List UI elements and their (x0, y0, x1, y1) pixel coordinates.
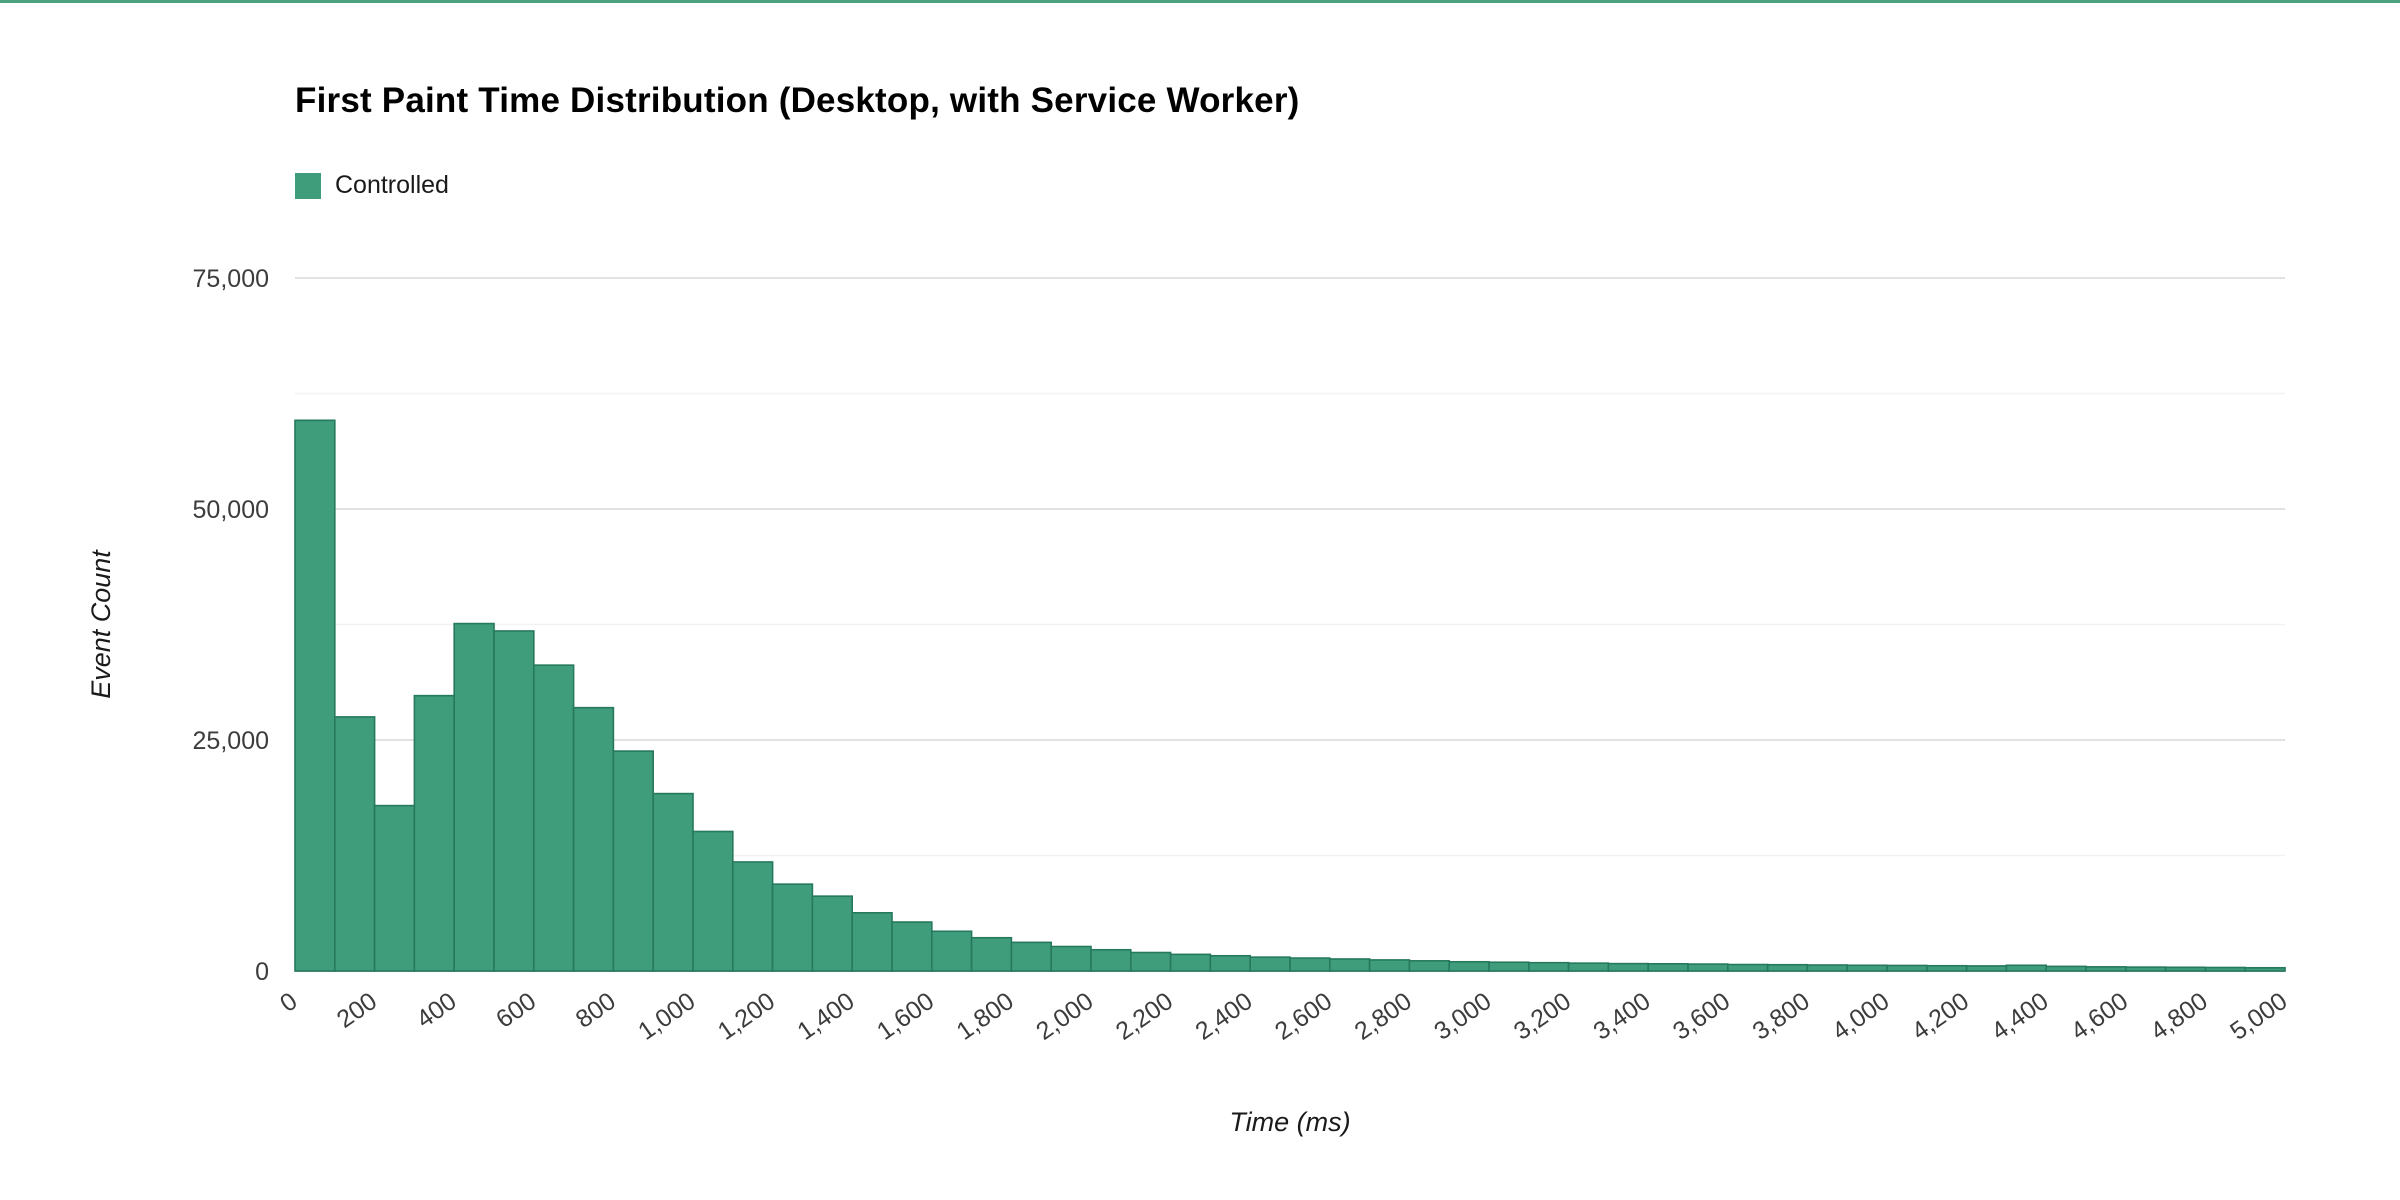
histogram-bar (731, 861, 774, 972)
histogram-bar (1130, 951, 1172, 972)
x-tick-label: 1,000 (633, 987, 700, 1046)
x-tick-label: 0 (275, 987, 302, 1018)
histogram-bar (1727, 963, 1769, 972)
histogram-bar (1488, 961, 1530, 972)
legend-label-controlled: Controlled (335, 171, 449, 199)
histogram-bar (1448, 960, 1490, 972)
x-tick-label: 400 (411, 987, 461, 1034)
histogram-bar (930, 930, 973, 972)
histogram-bar (1926, 964, 1968, 972)
x-tick-label: 3,200 (1509, 987, 1576, 1046)
x-tick-label: 4,400 (1986, 987, 2053, 1046)
chart-title: First Paint Time Distribution (Desktop, … (295, 81, 1300, 120)
histogram-bar (1209, 954, 1252, 972)
histogram-bar (811, 895, 854, 972)
histogram-bar (413, 694, 455, 972)
histogram-bar (1528, 961, 1570, 972)
x-tick-label: 2,400 (1190, 987, 1257, 1046)
x-tick-label: 3,800 (1748, 987, 1815, 1046)
histogram-bar (1687, 963, 1729, 972)
histogram-bar (2085, 966, 2127, 972)
histogram-bar (2164, 966, 2207, 972)
histogram-bar (373, 804, 416, 972)
histogram-bar (1846, 964, 1888, 972)
histogram-bar (333, 716, 376, 972)
histogram-bar (1567, 962, 1610, 972)
histogram-bar (294, 419, 336, 972)
x-tick-label: 2,600 (1270, 987, 1337, 1046)
x-tick-label: 4,800 (2146, 987, 2213, 1046)
y-axis-title: Event Count (86, 549, 116, 699)
y-tick-label: 75,000 (193, 265, 269, 293)
histogram-bar (1806, 964, 1849, 972)
histogram-bar (1766, 963, 1809, 972)
histogram-bar (612, 750, 655, 972)
histogram-bar (2244, 966, 2286, 972)
x-tick-label: 600 (491, 987, 541, 1034)
histogram-bar (970, 936, 1013, 972)
histogram-bar (771, 883, 814, 972)
histogram-bar (1169, 953, 1212, 972)
x-axis-title: Time (ms) (1229, 1107, 1350, 1137)
x-tick-label: 800 (571, 987, 621, 1034)
x-tick-label: 1,200 (713, 987, 780, 1046)
x-tick-label: 3,400 (1588, 987, 1655, 1046)
histogram-bar (1647, 962, 1689, 972)
y-tick-label: 50,000 (193, 496, 269, 524)
x-tick-label: 200 (332, 987, 382, 1034)
x-tick-label: 2,200 (1111, 987, 1178, 1046)
histogram-bar (652, 792, 694, 972)
histogram-bar (891, 921, 933, 972)
histogram-bar (1886, 964, 1928, 972)
histogram-bar (2204, 966, 2246, 972)
histogram-bar (453, 622, 495, 972)
legend-swatch-controlled (295, 172, 321, 199)
histogram-chart: 0 25,000 50,000 75,000 0 200 400 600 800 1,000 1,2… (86, 265, 2292, 1137)
histogram-bar (2125, 966, 2167, 972)
x-tick-label: 4,600 (2066, 987, 2133, 1046)
histogram-bar (1090, 948, 1132, 972)
x-tick-label: 4,000 (1827, 987, 1894, 1046)
histogram-bar (1408, 960, 1451, 972)
x-tick-label: 3,600 (1668, 987, 1735, 1046)
x-tick-label: 1,800 (952, 987, 1019, 1046)
x-tick-label: 2,000 (1031, 987, 1098, 1046)
histogram-bar (692, 830, 734, 972)
x-tick-label: 1,400 (792, 987, 859, 1046)
histogram-bar (2005, 964, 2048, 972)
histogram-bar (1050, 945, 1092, 972)
x-tick-label: 5,000 (2225, 987, 2292, 1046)
y-tick-label: 25,000 (193, 727, 269, 755)
histogram-bar (1249, 956, 1291, 972)
histogram-bar (1010, 941, 1053, 972)
x-tick-label: 1,600 (872, 987, 939, 1046)
legend: Controlled (295, 171, 449, 200)
histogram-bar (1289, 957, 1331, 972)
histogram-bar (532, 664, 575, 972)
histogram-bar (2045, 965, 2087, 972)
histogram-bar (572, 706, 615, 972)
x-tick-label: 2,800 (1350, 987, 1417, 1046)
x-tick-label: 4,200 (1907, 987, 1974, 1046)
histogram-bar (851, 911, 893, 972)
histogram-bar (1368, 959, 1411, 972)
x-tick-label: 3,000 (1429, 987, 1496, 1046)
y-tick-label: 0 (255, 958, 269, 986)
histogram-bar (1607, 962, 1650, 972)
histogram-bar (1329, 958, 1371, 972)
histogram-bar (1965, 965, 2008, 972)
histogram-bar (493, 630, 535, 972)
